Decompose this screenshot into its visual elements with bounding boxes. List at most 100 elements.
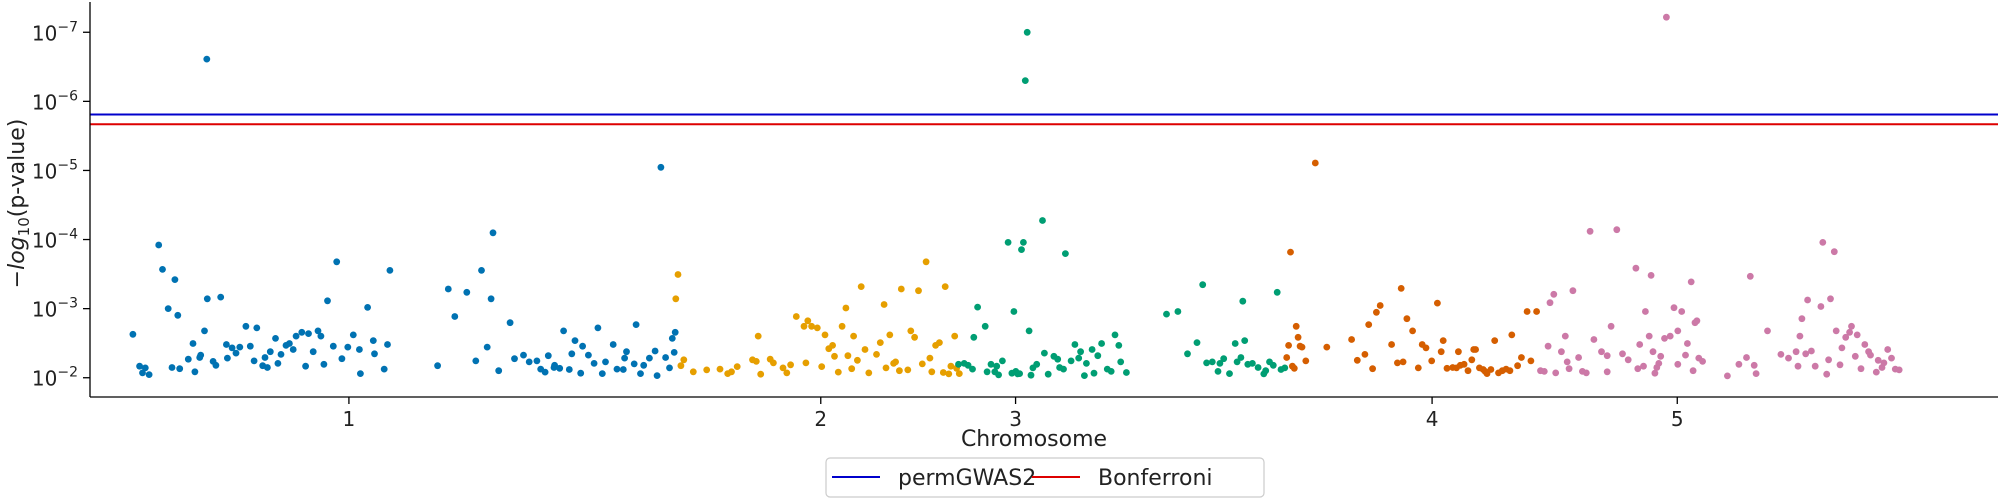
point-chr4-17 [1376, 302, 1384, 309]
point-chr1-16 [217, 293, 225, 301]
point-chr2-14 [770, 359, 777, 367]
point-chr2-30 [857, 283, 865, 290]
point-chr1-106 [511, 355, 518, 363]
point-chr5-57 [1777, 351, 1785, 358]
point-chr4-50 [1514, 362, 1521, 370]
point-chr5-91 [1851, 352, 1859, 360]
point-chr1-90 [602, 358, 609, 366]
legend-label-permgwas2: permGWAS2 [898, 466, 1036, 491]
point-chr4-28 [1434, 299, 1441, 307]
point-chr5-81 [1867, 351, 1874, 359]
point-chr5-90 [1825, 356, 1832, 364]
point-chr3-45 [1054, 355, 1062, 363]
point-chr1-108 [551, 361, 558, 369]
point-chr3-57 [1216, 360, 1224, 367]
point-chr5-37 [1684, 340, 1691, 347]
point-chr3-48 [1107, 368, 1115, 375]
point-chr5-70 [1830, 248, 1838, 256]
point-chr3-7 [993, 362, 1001, 370]
point-chr2-60 [802, 359, 810, 367]
point-chr2-1 [674, 271, 682, 278]
point-chr5-47 [1563, 358, 1571, 366]
point-chr5-1 [1540, 368, 1548, 375]
point-chr1-17 [223, 341, 230, 348]
point-chr1-65 [444, 285, 452, 293]
point-chr1-22 [253, 324, 261, 332]
point-chr1-111 [619, 366, 627, 373]
point-chr5-33 [1670, 304, 1678, 312]
point-chr3-40 [995, 371, 1002, 379]
point-chr3-65 [1254, 364, 1262, 371]
point-chr5-25 [1645, 332, 1653, 340]
point-chr5-12 [1582, 369, 1590, 377]
point-chr1-21 [246, 342, 254, 350]
point-chr5-88 [1895, 366, 1903, 374]
point-chr3-25 [1067, 357, 1075, 365]
point-chr5-15 [1598, 348, 1605, 356]
point-chr1-86 [579, 342, 586, 350]
point-chr3-71 [1281, 364, 1289, 372]
point-chr5-4 [1550, 290, 1558, 298]
point-chr2-31 [861, 346, 869, 353]
point-chr1-54 [232, 349, 240, 357]
point-chr3-14 [1020, 239, 1027, 246]
point-chr5-48 [1651, 369, 1659, 377]
point-chr1-4 [129, 330, 137, 338]
point-chr3-74 [1262, 367, 1270, 375]
point-chr2-63 [892, 358, 899, 366]
legend-label-bonferroni: Bonferroni [1098, 466, 1213, 491]
point-chr3-46 [1081, 372, 1088, 379]
point-chr3-54 [1199, 281, 1207, 289]
point-chr1-89 [594, 324, 602, 332]
point-chr5-82 [1872, 368, 1880, 376]
point-chr3-75 [1214, 368, 1222, 375]
point-chr4-4 [1290, 364, 1298, 372]
point-chr4-29 [1437, 348, 1445, 356]
point-chr3-27 [1077, 348, 1084, 356]
point-chr5-84 [1880, 359, 1888, 367]
point-chr3-19 [1033, 360, 1041, 368]
point-chr1-58 [302, 362, 309, 370]
point-chr2-29 [850, 332, 857, 340]
point-chr3-8 [999, 357, 1006, 365]
point-chr4-14 [1365, 321, 1373, 328]
point-chr1-30 [289, 346, 297, 353]
point-chr4-19 [1394, 359, 1401, 367]
point-chr2-51 [955, 370, 963, 377]
point-chr1-102 [662, 354, 669, 361]
point-chr5-36 [1682, 351, 1689, 359]
point-chr5-8 [1565, 365, 1573, 373]
point-chr4-35 [1460, 360, 1468, 368]
point-chr1-96 [632, 321, 640, 328]
point-chr1-71 [487, 295, 495, 303]
point-chr1-60 [338, 355, 346, 363]
point-chr5-71 [1832, 327, 1840, 335]
point-chr4-49 [1508, 331, 1516, 339]
point-chr3-1 [964, 361, 972, 369]
point-chr3-38 [969, 365, 976, 373]
point-chr1-77 [533, 357, 541, 365]
point-chr1-92 [613, 365, 621, 373]
point-chr1-101 [657, 163, 665, 171]
point-chr5-30 [1661, 335, 1668, 342]
point-chr2-12 [754, 332, 762, 340]
point-chr2-20 [808, 322, 815, 330]
point-chr4-15 [1369, 365, 1376, 373]
point-chr1-38 [329, 342, 337, 350]
y-tick-label: 10−5 [32, 157, 78, 183]
point-chr3-10 [1010, 308, 1018, 315]
point-chr5-32 [1666, 332, 1674, 340]
point-chr1-57 [274, 360, 282, 367]
y-tick-label: 10−2 [32, 365, 78, 391]
point-chr4-13 [1361, 351, 1369, 358]
point-chr5-50 [1724, 372, 1731, 380]
point-chr1-56 [264, 364, 271, 371]
point-chr1-11 [184, 355, 192, 363]
point-chr2-21 [813, 324, 821, 332]
point-chr1-112 [637, 370, 644, 377]
point-chr1-29 [286, 340, 293, 347]
point-chr3-13 [1018, 246, 1025, 254]
point-chr4-9 [1302, 357, 1310, 365]
point-chr5-6 [1558, 348, 1565, 356]
point-chr4-24 [1414, 364, 1422, 372]
